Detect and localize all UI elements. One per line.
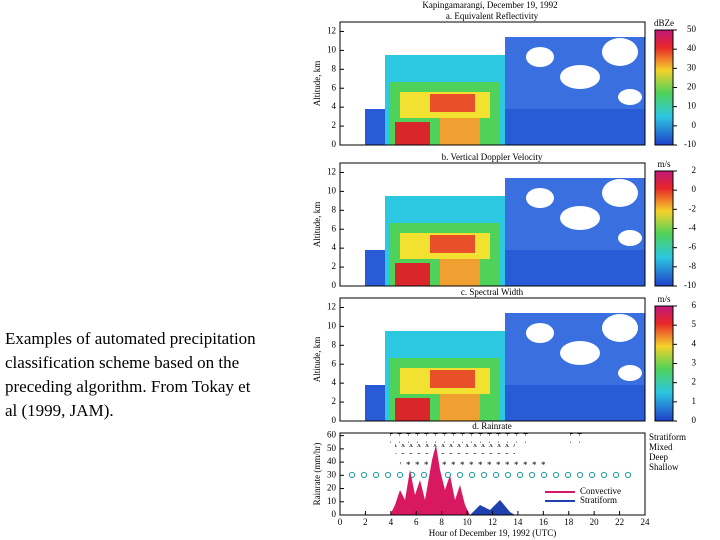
y-tick-label: 20 bbox=[327, 483, 337, 493]
x-tick-label: 0 bbox=[338, 517, 343, 527]
y-label: Altitude, km bbox=[312, 337, 322, 383]
panel-title: d. Rainrate bbox=[472, 421, 512, 431]
y-tick-label: 10 bbox=[327, 185, 337, 195]
x-tick-label: 14 bbox=[513, 517, 523, 527]
y-tick-label: 0 bbox=[332, 280, 337, 290]
rain-markers bbox=[345, 433, 635, 515]
colorbar-tick-label: 0 bbox=[692, 184, 697, 194]
x-label: Hour of December 19, 1992 (UTC) bbox=[429, 528, 556, 538]
class-label: Deep bbox=[649, 452, 668, 462]
caption-line: al (1999, JAM). bbox=[5, 401, 114, 420]
x-tick-label: 18 bbox=[564, 517, 574, 527]
figure-title: Kapingamarangi, December 19, 1992 bbox=[422, 0, 557, 10]
colorbar-label: m/s bbox=[657, 294, 671, 304]
y-tick-label: 12 bbox=[327, 26, 336, 36]
legend-label: Convective bbox=[580, 486, 621, 496]
y-tick-label: 12 bbox=[327, 167, 336, 177]
y-tick-label: 0 bbox=[332, 509, 337, 519]
x-tick-label: 8 bbox=[439, 517, 444, 527]
colorbar-tick-label: 2 bbox=[692, 165, 697, 175]
class-label: Mixed bbox=[649, 442, 673, 452]
colorbar-tick-label: 30 bbox=[687, 62, 697, 72]
caption-line: preceding algorithm. From Tokay et bbox=[5, 377, 251, 396]
y-tick-label: 0 bbox=[332, 139, 337, 149]
colorbar-tick-label: 4 bbox=[692, 338, 697, 348]
y-label: Altitude, km bbox=[312, 61, 322, 107]
x-tick-label: 10 bbox=[463, 517, 473, 527]
colorbar-tick-label: 5 bbox=[692, 319, 697, 329]
y-tick-label: 30 bbox=[327, 469, 337, 479]
y-tick-label: 2 bbox=[332, 120, 337, 130]
x-tick-label: 12 bbox=[488, 517, 497, 527]
caption-line: Examples of automated precipitation bbox=[5, 329, 256, 348]
y-tick-label: 6 bbox=[332, 82, 337, 92]
caption-line: classification scheme based on the bbox=[5, 353, 239, 372]
x-tick-label: 6 bbox=[414, 517, 419, 527]
colorbar-label: m/s bbox=[657, 159, 671, 169]
panel-title: a. Equivalent Reflectivity bbox=[446, 11, 539, 21]
y-tick-label: 50 bbox=[327, 443, 337, 453]
y-tick-label: 10 bbox=[327, 496, 337, 506]
plot-frame bbox=[339, 297, 646, 422]
colorbar-tick-label: 2 bbox=[692, 377, 697, 387]
y-tick-label: 2 bbox=[332, 396, 337, 406]
x-tick-label: 22 bbox=[615, 517, 624, 527]
y-tick-label: 8 bbox=[332, 339, 337, 349]
colorbar-tick-label: 40 bbox=[687, 43, 697, 53]
y-tick-label: 4 bbox=[332, 242, 337, 252]
y-tick-label: 10 bbox=[327, 44, 337, 54]
colorbar-tick-label: -10 bbox=[684, 139, 696, 149]
colorbar bbox=[654, 29, 674, 146]
x-tick-label: 16 bbox=[539, 517, 549, 527]
colorbar-tick-label: 20 bbox=[687, 82, 697, 92]
y-tick-label: 4 bbox=[332, 101, 337, 111]
x-tick-label: 24 bbox=[641, 517, 651, 527]
colorbar-tick-label: 0 bbox=[692, 120, 697, 130]
panel-title: c. Spectral Width bbox=[461, 287, 524, 297]
y-tick-label: 0 bbox=[332, 415, 337, 425]
colorbar bbox=[654, 305, 674, 422]
y-tick-label: 8 bbox=[332, 204, 337, 214]
class-label: Shallow bbox=[649, 462, 679, 472]
colorbar-tick-label: 50 bbox=[687, 24, 697, 34]
y-tick-label: 12 bbox=[327, 302, 336, 312]
colorbar-tick-label: 6 bbox=[692, 300, 697, 310]
y-tick-label: 40 bbox=[327, 456, 337, 466]
y-tick-label: 6 bbox=[332, 358, 337, 368]
plot-frame bbox=[339, 21, 646, 146]
y-tick-label: 8 bbox=[332, 63, 337, 73]
colorbar-tick-label: -8 bbox=[689, 261, 697, 271]
y-tick-label: 10 bbox=[327, 320, 337, 330]
y-tick-label: 2 bbox=[332, 261, 337, 271]
x-tick-label: 20 bbox=[590, 517, 600, 527]
colorbar-tick-label: -6 bbox=[689, 242, 697, 252]
colorbar-tick-label: 3 bbox=[692, 358, 697, 368]
colorbar-label: dBZe bbox=[654, 18, 674, 28]
colorbar-tick-label: -2 bbox=[689, 203, 697, 213]
y-label: Altitude, km bbox=[312, 202, 322, 248]
x-tick-label: 4 bbox=[389, 517, 394, 527]
panel-title: b. Vertical Doppler Velocity bbox=[442, 152, 543, 162]
colorbar-tick-label: -10 bbox=[684, 280, 696, 290]
y-tick-label: 4 bbox=[332, 377, 337, 387]
class-label: Stratiform bbox=[649, 432, 686, 442]
colorbar-tick-label: 1 bbox=[692, 396, 697, 406]
y-tick-label: 60 bbox=[327, 430, 337, 440]
colorbar-tick-label: 10 bbox=[687, 101, 697, 111]
plot-frame bbox=[339, 162, 646, 287]
legend-label: Stratiform bbox=[580, 495, 617, 505]
radar-images bbox=[365, 37, 645, 421]
colorbar-tick-label: -4 bbox=[689, 223, 697, 233]
colorbar bbox=[654, 170, 674, 287]
y-tick-label: 6 bbox=[332, 223, 337, 233]
x-tick-label: 2 bbox=[363, 517, 368, 527]
y-label: Rainrate (mm/hr) bbox=[312, 443, 322, 506]
colorbar-tick-label: 0 bbox=[692, 415, 697, 425]
